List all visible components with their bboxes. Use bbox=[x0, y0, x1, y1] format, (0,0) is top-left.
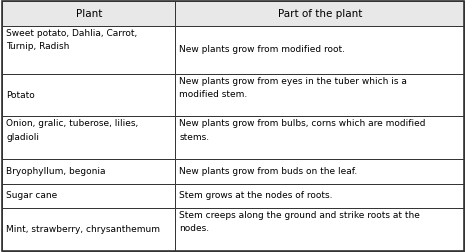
Text: New plants grow from modified root.: New plants grow from modified root. bbox=[179, 45, 345, 54]
Text: Onion, gralic, tuberose, lilies,
gladioli: Onion, gralic, tuberose, lilies, gladiol… bbox=[6, 119, 138, 142]
Bar bbox=[2, 26, 175, 74]
Text: New plants grow from bulbs, corns which are modified
stems.: New plants grow from bulbs, corns which … bbox=[179, 119, 425, 142]
Text: Plant: Plant bbox=[76, 9, 102, 19]
Text: Part of the plant: Part of the plant bbox=[278, 9, 362, 19]
Text: Sugar cane: Sugar cane bbox=[6, 192, 57, 200]
Bar bbox=[2, 74, 175, 116]
Text: Potato: Potato bbox=[6, 91, 35, 100]
Bar bbox=[175, 1, 464, 26]
Bar bbox=[175, 208, 464, 251]
Text: New plants grow from eyes in the tuber which is a
modified stem.: New plants grow from eyes in the tuber w… bbox=[179, 77, 407, 99]
Bar bbox=[2, 208, 175, 251]
Text: Mint, strawberry, chrysanthemum: Mint, strawberry, chrysanthemum bbox=[6, 225, 160, 234]
Bar bbox=[175, 159, 464, 183]
Text: Stem grows at the nodes of roots.: Stem grows at the nodes of roots. bbox=[179, 192, 332, 200]
Text: Sweet potato, Dahlia, Carrot,
Turnip, Radish: Sweet potato, Dahlia, Carrot, Turnip, Ra… bbox=[6, 29, 137, 51]
Bar bbox=[175, 74, 464, 116]
Bar bbox=[175, 26, 464, 74]
Text: Bryophyllum, begonia: Bryophyllum, begonia bbox=[6, 167, 106, 176]
Bar bbox=[2, 159, 175, 183]
Bar bbox=[2, 183, 175, 208]
Text: Stem creeps along the ground and strike roots at the
nodes.: Stem creeps along the ground and strike … bbox=[179, 211, 420, 233]
Bar bbox=[175, 116, 464, 159]
Text: New plants grow from buds on the leaf.: New plants grow from buds on the leaf. bbox=[179, 167, 358, 176]
Bar bbox=[175, 183, 464, 208]
Bar bbox=[2, 116, 175, 159]
Bar bbox=[2, 1, 175, 26]
